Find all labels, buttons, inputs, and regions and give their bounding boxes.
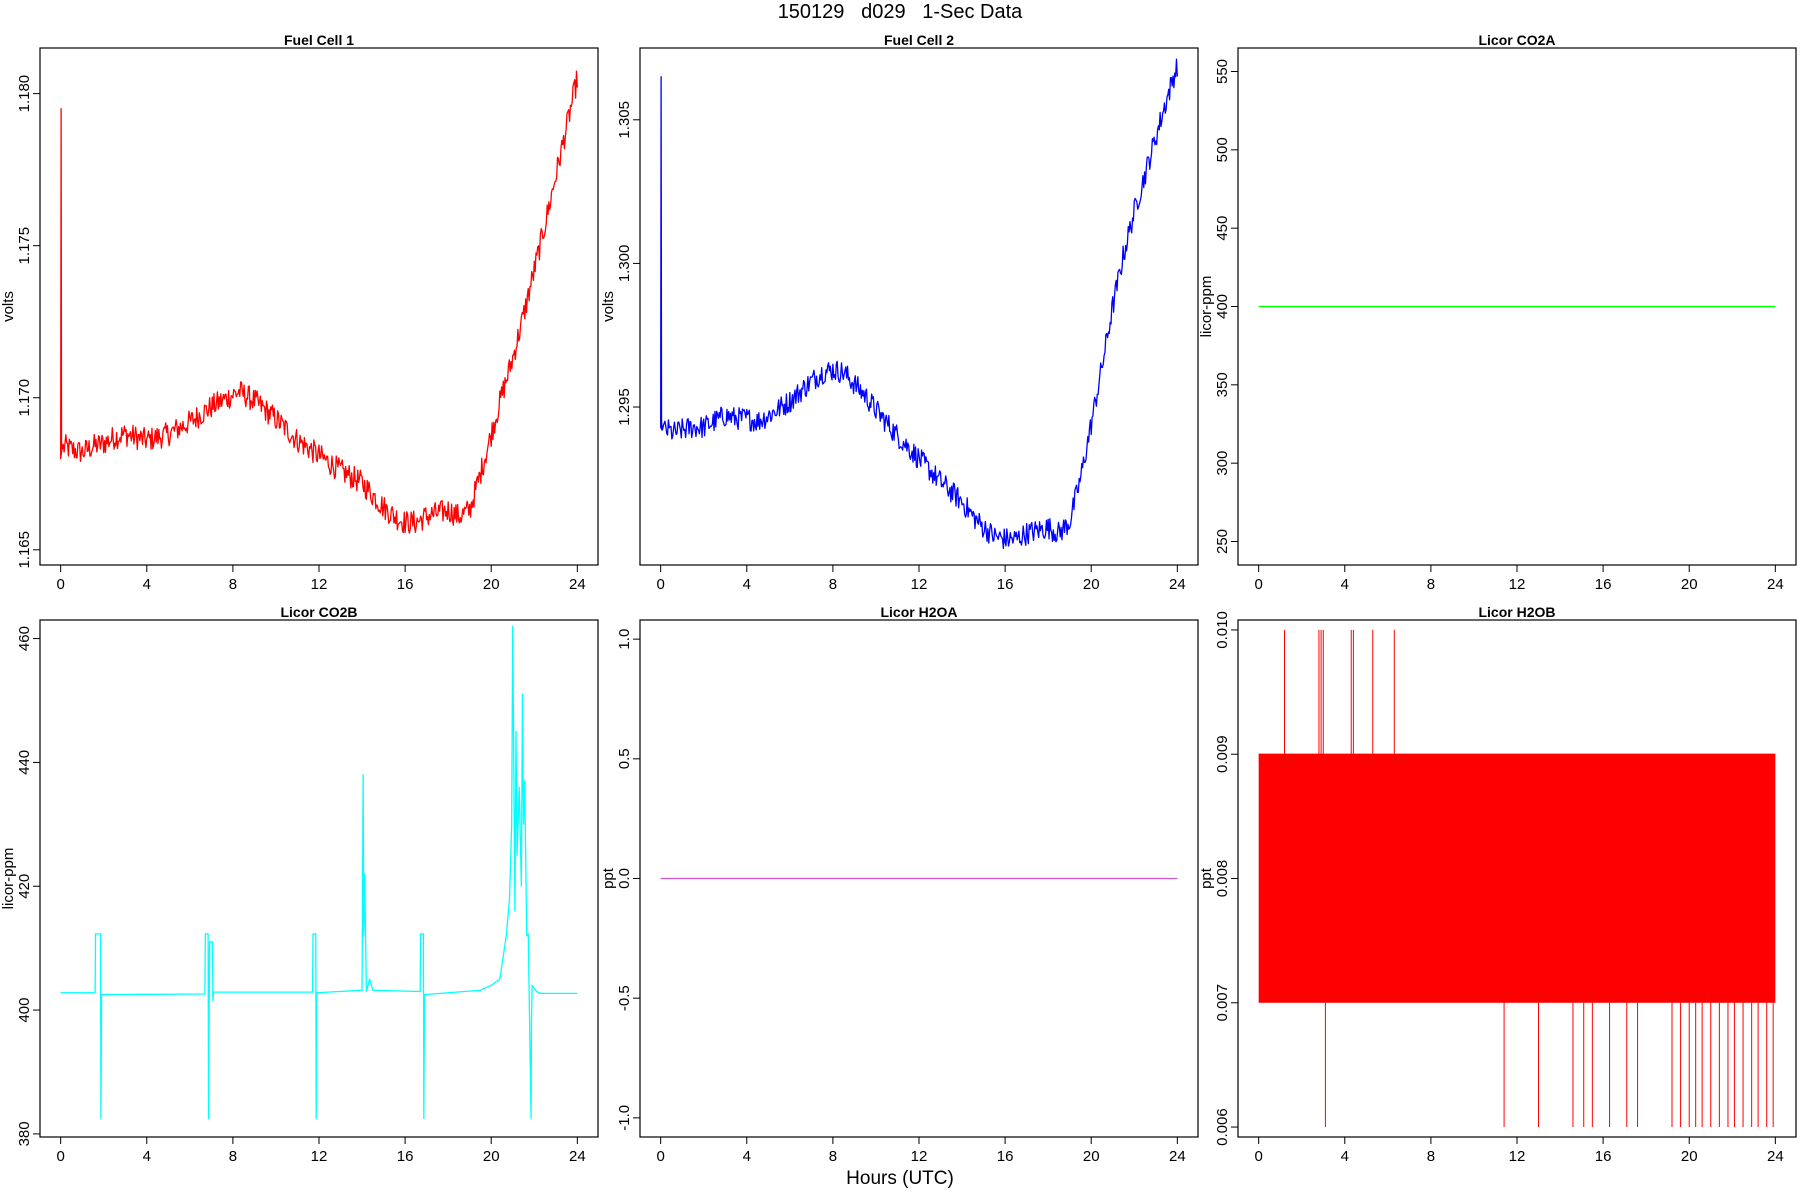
x-tick-label: 24 (1169, 1148, 1186, 1165)
x-tick-label: 24 (1767, 1148, 1784, 1165)
figure-title: 150129 d029 1-Sec Data (777, 1, 1023, 23)
series-band (1258, 754, 1776, 1003)
y-tick-label: 0.008 (1214, 860, 1231, 898)
panel-fuel-cell-2: Fuel Cell 2 volts 0 4 8 12 16 20 24 1.295 1.300 1.3… (600, 32, 1199, 593)
y-tick-label: 440 (16, 750, 33, 775)
x-tick-label: 20 (1083, 1148, 1100, 1165)
y-tick-label: -1.0 (616, 1105, 633, 1131)
x-tick-label: 4 (743, 1148, 751, 1165)
series-line (60, 70, 578, 534)
y-tick-label: 1.295 (616, 388, 633, 426)
y-tick-label: 400 (16, 998, 33, 1023)
y-axis-label: volts (600, 291, 617, 322)
y-tick-label: 400 (1214, 294, 1231, 319)
panel-licor-h2oa: Licor H2OA ppt 0 4 8 12 16 20 24 -1.0 -0.5 0.0 0.5 1.… (600, 604, 1199, 1165)
panel-licor-co2a: Licor CO2A licor-ppm 0 4 8 12 16 20 24 250 300 350 4… (1198, 32, 1797, 593)
panel-title: Licor H2OA (880, 604, 957, 620)
y-tick-label: 1.165 (16, 531, 33, 569)
x-tick-label: 4 (143, 1148, 151, 1165)
y-tick-label: 1.180 (16, 75, 33, 113)
x-tick-label: 4 (1341, 576, 1349, 593)
x-tick-label: 20 (1681, 1148, 1698, 1165)
y-axis-label: ppt (1198, 867, 1215, 889)
x-tick-label: 0 (1254, 1148, 1262, 1165)
x-tick-label: 8 (829, 576, 837, 593)
x-tick-label: 8 (229, 576, 237, 593)
y-tick-label: 380 (16, 1121, 33, 1146)
y-tick-label: 0.007 (1214, 984, 1231, 1022)
x-tick-label: 16 (997, 576, 1014, 593)
x-tick-label: 0 (56, 1148, 64, 1165)
panel-title: Fuel Cell 2 (884, 32, 954, 48)
x-tick-label: 4 (1341, 1148, 1349, 1165)
plot-frame (39, 47, 599, 566)
y-tick-label: 1.0 (616, 629, 633, 650)
y-axis-label: volts (0, 291, 17, 322)
series-line (60, 625, 578, 1120)
x-tick-label: 12 (311, 1148, 328, 1165)
y-axis-label: licor-ppm (0, 848, 17, 910)
x-axis-caption: Hours (UTC) (846, 1168, 954, 1189)
y-tick-label: 1.175 (16, 227, 33, 265)
panel-title: Licor H2OB (1478, 604, 1555, 620)
panel-licor-co2b: Licor CO2B licor-ppm 0 4 8 12 16 20 24 380 400 420 4… (0, 604, 599, 1165)
y-tick-label: -0.5 (616, 985, 633, 1011)
y-tick-label: 550 (1214, 59, 1231, 84)
y-tick-label: 1.300 (616, 245, 633, 283)
x-tick-label: 12 (911, 576, 928, 593)
x-tick-label: 12 (911, 1148, 928, 1165)
panel-title: Fuel Cell 1 (284, 32, 354, 48)
x-tick-label: 12 (1509, 1148, 1526, 1165)
x-tick-label: 8 (1427, 1148, 1435, 1165)
y-tick-label: 0.010 (1214, 611, 1231, 649)
x-tick-label: 24 (1767, 576, 1784, 593)
x-tick-label: 20 (1083, 576, 1100, 593)
x-tick-label: 24 (1169, 576, 1186, 593)
y-tick-label: 460 (16, 626, 33, 651)
x-tick-label: 0 (1254, 576, 1262, 593)
y-tick-label: 0.009 (1214, 735, 1231, 773)
y-tick-label: 300 (1214, 451, 1231, 476)
x-tick-label: 20 (483, 576, 500, 593)
y-tick-label: 500 (1214, 137, 1231, 162)
x-tick-label: 12 (1509, 576, 1526, 593)
x-tick-label: 16 (397, 1148, 414, 1165)
x-tick-label: 16 (1595, 576, 1612, 593)
y-tick-label: 350 (1214, 372, 1231, 397)
y-axis-label: ppt (600, 867, 617, 889)
y-tick-label: 0.0 (616, 868, 633, 889)
x-tick-label: 12 (311, 576, 328, 593)
y-tick-label: 250 (1214, 529, 1231, 554)
x-tick-label: 16 (1595, 1148, 1612, 1165)
y-tick-label: 420 (16, 874, 33, 899)
series-line (660, 58, 1178, 550)
x-tick-label: 8 (229, 1148, 237, 1165)
x-tick-label: 24 (569, 1148, 586, 1165)
x-tick-label: 20 (483, 1148, 500, 1165)
x-tick-label: 0 (56, 576, 64, 593)
panel-title: Licor CO2B (280, 604, 357, 620)
x-tick-label: 8 (1427, 576, 1435, 593)
y-tick-label: 1.305 (616, 101, 633, 139)
x-tick-label: 24 (569, 576, 586, 593)
x-tick-label: 0 (656, 1148, 664, 1165)
y-tick-label: 0.006 (1214, 1108, 1231, 1146)
x-tick-label: 20 (1681, 576, 1698, 593)
x-tick-label: 4 (143, 576, 151, 593)
y-tick-label: 0.5 (616, 748, 633, 769)
x-tick-label: 0 (656, 576, 664, 593)
x-tick-label: 16 (997, 1148, 1014, 1165)
x-tick-label: 8 (829, 1148, 837, 1165)
panel-title: Licor CO2A (1478, 32, 1555, 48)
panel-licor-h2ob: Licor H2OB ppt 0 4 8 12 16 20 24 0.006 0.007 0.008 0… (1198, 604, 1797, 1165)
y-tick-label: 1.170 (16, 379, 33, 417)
y-tick-label: 450 (1214, 216, 1231, 241)
x-tick-label: 16 (397, 576, 414, 593)
x-tick-label: 4 (743, 576, 751, 593)
panel-fuel-cell-1: Fuel Cell 1 volts 0 4 8 12 16 20 24 1.165 1.170 1.1… (0, 32, 599, 593)
y-axis-label: licor-ppm (1198, 276, 1215, 338)
